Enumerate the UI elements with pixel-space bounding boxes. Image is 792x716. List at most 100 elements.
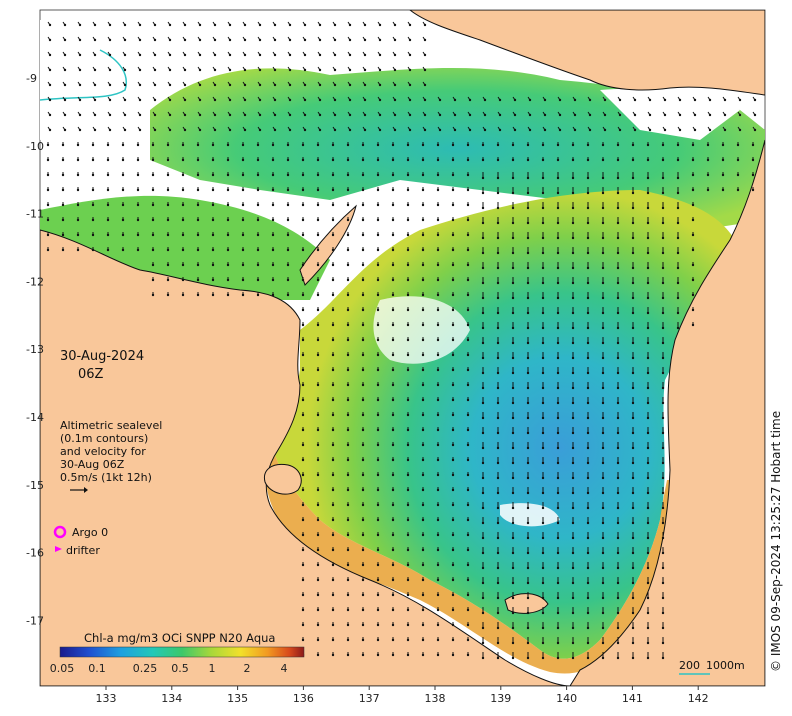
velocity-arrow [601,487,605,495]
velocity-arrow [451,247,455,252]
velocity-arrow [616,337,620,345]
velocity-arrow [316,292,320,297]
velocity-arrow [661,262,665,270]
velocity-arrow [152,81,157,87]
velocity-arrow [166,277,170,282]
velocity-arrow [361,142,365,147]
lat-label: -10 [26,140,44,153]
velocity-arrow [496,187,500,195]
velocity-arrow [406,217,410,222]
velocity-scale-arrow-icon [70,487,88,493]
velocity-arrow [331,232,335,237]
velocity-arrow [527,96,532,102]
velocity-arrow [571,367,575,375]
velocity-arrow [376,337,380,342]
velocity-arrow [331,532,335,537]
velocity-arrow [451,217,455,222]
velocity-arrow [616,382,620,390]
velocity-arrow [406,352,410,357]
velocity-arrow [226,172,230,177]
velocity-arrow [122,51,127,57]
velocity-arrow [541,262,545,270]
velocity-arrow [586,622,590,630]
velocity-arrow [316,247,320,252]
velocity-arrow [466,277,470,282]
velocity-arrow [376,502,380,507]
velocity-arrow [527,111,532,117]
velocity-arrow [286,202,290,207]
velocity-arrow [362,111,367,117]
velocity-arrow [257,36,262,42]
velocity-arrow [212,51,217,57]
land-arnhem-and-south [40,229,571,686]
velocity-arrow [77,81,82,87]
velocity-arrow [391,292,395,297]
velocity-arrow [466,247,470,252]
velocity-arrow [107,36,112,42]
velocity-arrow [182,36,187,42]
velocity-arrow [331,457,335,462]
velocity-arrow [61,247,65,252]
velocity-arrow [182,21,187,27]
velocity-arrow [526,562,530,570]
velocity-arrow [601,652,605,660]
velocity-arrow [526,622,530,630]
velocity-arrow [616,277,620,285]
velocity-arrow [197,66,202,72]
velocity-arrow [211,277,215,282]
velocity-arrow [556,607,560,615]
velocity-arrow [362,21,367,27]
velocity-arrow [511,322,515,330]
velocity-arrow [317,126,322,132]
velocity-arrow [496,382,500,390]
velocity-arrow [287,96,292,102]
velocity-arrow [512,126,517,132]
velocity-arrow [511,217,515,225]
velocity-arrow [332,126,337,132]
velocity-arrow [586,607,590,615]
velocity-arrow [331,277,335,282]
velocity-arrow [451,472,455,477]
velocity-arrow [737,96,742,102]
velocity-arrow [496,202,500,210]
velocity-arrow [571,202,575,210]
velocity-arrow [691,247,695,252]
velocity-arrow [331,142,335,147]
velocity-arrow [586,592,590,600]
velocity-arrow [47,81,52,87]
velocity-arrow [166,202,170,207]
velocity-arrow [616,187,620,195]
velocity-arrow [601,307,605,315]
velocity-arrow [601,412,605,420]
velocity-arrow [92,81,97,87]
velocity-arrow [541,412,545,420]
velocity-arrow [331,517,335,522]
velocity-arrow [301,352,305,357]
velocity-arrow [586,517,590,525]
colorbar-tick-label: 2 [244,662,251,675]
velocity-arrow [556,397,560,405]
velocity-arrow [556,172,560,180]
velocity-arrow [376,262,380,267]
velocity-arrow [182,96,187,102]
velocity-arrow [511,232,515,240]
velocity-arrow [541,577,545,585]
velocity-arrow [496,322,500,330]
velocity-arrow [436,232,440,237]
velocity-arrow [391,157,395,162]
velocity-arrow [46,187,50,192]
velocity-arrow [257,66,262,72]
velocity-arrow [391,562,395,567]
velocity-arrow [91,187,95,192]
velocity-arrow [301,337,305,342]
velocity-arrow [76,142,80,147]
velocity-arrow [646,487,650,495]
velocity-arrow [121,202,125,207]
velocity-arrow [601,277,605,285]
lon-label: 134 [161,692,182,705]
velocity-arrow [436,292,440,297]
velocity-arrow [722,96,727,102]
velocity-arrow [391,202,395,207]
velocity-arrow [436,622,440,627]
velocity-arrow [421,532,425,537]
